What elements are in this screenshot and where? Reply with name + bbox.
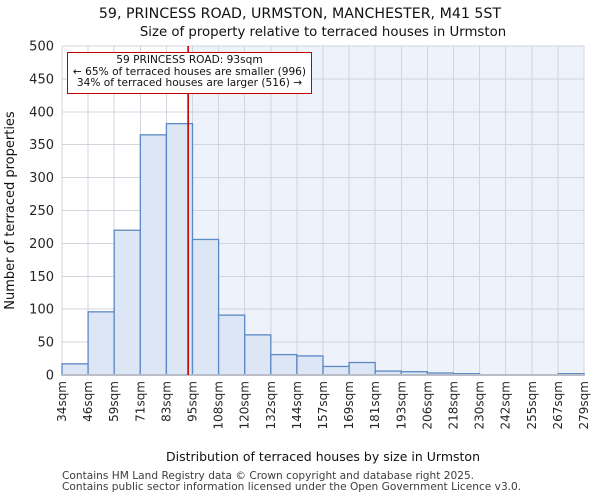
x-tick-label: 83sqm: [159, 381, 173, 422]
y-tick-label: 500: [29, 40, 54, 55]
x-tick-label: 132sqm: [264, 381, 278, 429]
x-tick-label: 46sqm: [81, 381, 95, 422]
footer-licence-line: Contains public sector information licen…: [62, 481, 522, 493]
annotation-larger-stat: 34% of terraced houses are larger (516) …: [76, 77, 303, 90]
x-tick-label: 206sqm: [420, 381, 434, 429]
histogram-bar: [191, 238, 220, 376]
y-tick-label: 200: [29, 237, 54, 252]
chart-subtitle: Size of property relative to terraced ho…: [139, 25, 507, 40]
histogram-bar: [113, 229, 141, 376]
y-tick-label: 250: [29, 204, 54, 219]
x-tick-label: 193sqm: [394, 381, 408, 429]
annotation-property-size: 59 PRINCESS ROAD: 93sqm: [116, 54, 263, 66]
x-tick-label: 267sqm: [551, 381, 565, 429]
histogram-bar: [270, 353, 298, 376]
y-tick-label: 450: [29, 72, 54, 87]
y-tick-label: 150: [29, 270, 54, 285]
y-tick-label: 50: [37, 336, 54, 351]
histogram-bar: [296, 355, 324, 376]
x-tick-label: 181sqm: [368, 381, 382, 429]
histogram-bar: [87, 311, 115, 376]
x-tick-label: 169sqm: [342, 381, 356, 429]
x-tick-label: 279sqm: [577, 381, 591, 429]
x-tick-label: 255sqm: [525, 381, 539, 429]
x-tick-label: 71sqm: [133, 381, 147, 422]
x-tick-label: 59sqm: [107, 381, 121, 422]
histogram-bar: [348, 361, 376, 376]
y-axis-title: Number of terraced properties: [3, 111, 18, 310]
histogram-bar: [244, 334, 272, 376]
footer-copyright-line: Contains HM Land Registry data © Crown c…: [62, 470, 475, 482]
histogram-bar: [322, 365, 350, 376]
y-tick-label: 400: [29, 105, 54, 120]
chart-title: 59, PRINCESS ROAD, URMSTON, MANCHESTER, …: [98, 6, 502, 22]
x-tick-label: 95sqm: [186, 381, 200, 422]
annotation-smaller-stat: ← 65% of terraced houses are smaller (99…: [72, 65, 307, 78]
x-tick-label: 218sqm: [447, 381, 461, 429]
y-tick-label: 0: [46, 369, 54, 384]
histogram-bar: [61, 363, 89, 376]
x-tick-label: 230sqm: [473, 381, 487, 429]
x-tick-label: 242sqm: [499, 381, 513, 429]
x-tick-label: 34sqm: [55, 381, 69, 422]
property-annotation-box: 59 PRINCESS ROAD: 93sqm ← 65% of terrace…: [67, 52, 312, 94]
histogram-bar: [217, 314, 246, 376]
x-tick-label: 144sqm: [290, 381, 304, 429]
histogram-bar: [139, 134, 168, 376]
y-tick-label: 300: [29, 171, 54, 186]
x-tick-label: 120sqm: [238, 381, 252, 429]
x-tick-label: 108sqm: [212, 381, 226, 429]
y-tick-label: 100: [29, 303, 54, 318]
x-axis-title: Distribution of terraced houses by size …: [166, 449, 480, 464]
y-tick-label: 350: [29, 138, 54, 153]
x-tick-label: 157sqm: [316, 381, 330, 429]
